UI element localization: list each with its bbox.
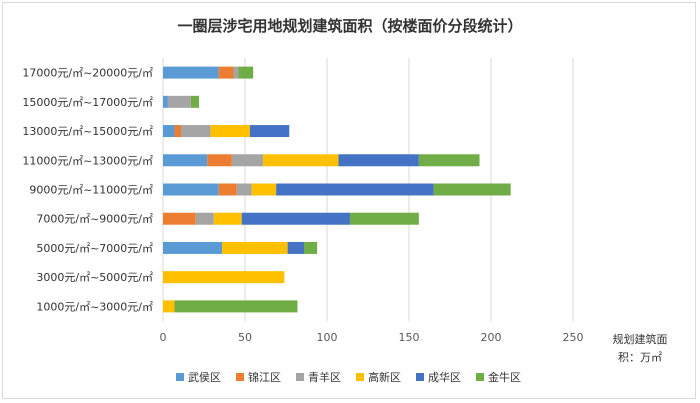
bar-segment (163, 271, 285, 284)
legend-swatch (356, 373, 364, 381)
bar-segment (251, 183, 277, 196)
y-tick-label: 11000元/㎡~13000元/㎡ (22, 154, 153, 167)
x-tick-label: 100 (317, 331, 338, 344)
legend-swatch (176, 373, 184, 381)
bar-segment (287, 241, 305, 254)
legend-swatch (296, 373, 304, 381)
y-tick-label: 9000元/㎡~11000元/㎡ (29, 184, 153, 197)
legend-swatch (416, 373, 424, 381)
legend-label: 锦江区 (248, 370, 281, 384)
x-axis-label: 规划建筑面 (613, 332, 668, 346)
bar-segment (163, 300, 175, 313)
y-tick-label: 13000元/㎡~15000元/㎡ (22, 125, 153, 138)
y-tick-label: 5000元/㎡~7000元/㎡ (36, 242, 153, 255)
bar-segment (181, 125, 211, 138)
bar-segment (207, 154, 232, 167)
bar-segment (238, 66, 254, 79)
bar-segment (433, 183, 511, 196)
chart-frame (2, 2, 696, 399)
legend-label: 武侯区 (188, 370, 221, 384)
x-tick-label: 250 (563, 331, 584, 344)
bar-segment (233, 66, 239, 79)
bar-segment (174, 300, 298, 313)
bar-segment (213, 212, 242, 225)
y-tick-label: 3000元/㎡~5000元/㎡ (36, 271, 153, 284)
x-tick-label: 200 (481, 331, 502, 344)
y-tick-label: 1000元/㎡~3000元/㎡ (36, 300, 153, 313)
x-tick-label: 50 (238, 331, 252, 344)
bar-segment (418, 154, 480, 167)
bar-segment (163, 66, 219, 79)
bar-segment (163, 125, 175, 138)
bar-segment (190, 95, 200, 108)
bar-segment (163, 154, 208, 167)
legend-label: 高新区 (368, 370, 401, 384)
bar-segment (163, 183, 219, 196)
bar-segment (218, 66, 234, 79)
bar-segment (222, 241, 288, 254)
y-tick-label: 15000元/㎡~17000元/㎡ (22, 96, 153, 109)
chart-title: 一圈层涉宅用地规划建筑面积（按楼面价分段统计） (177, 17, 522, 35)
bar-segment (163, 212, 196, 225)
bar-segment (338, 154, 419, 167)
bar-segment (210, 125, 250, 138)
legend-swatch (236, 373, 244, 381)
bar-segment (263, 154, 339, 167)
bar-segment (167, 95, 191, 108)
bar-segment (276, 183, 434, 196)
bar-segment (304, 241, 318, 254)
legend-label: 金牛区 (488, 370, 521, 384)
legend-label: 成华区 (428, 370, 461, 384)
y-tick-label: 7000元/㎡~9000元/㎡ (36, 213, 153, 226)
bar-segment (349, 212, 419, 225)
bar-segment (174, 125, 182, 138)
bar-segment (241, 212, 350, 225)
bar-segment (163, 241, 223, 254)
legend-swatch (476, 373, 484, 381)
bar-segment (195, 212, 214, 225)
bar-segment (231, 154, 264, 167)
bar-segment (163, 95, 168, 108)
x-axis-label-unit: 积：万㎡ (618, 351, 662, 364)
bar-segment (218, 183, 237, 196)
x-tick-label: 0 (160, 331, 167, 344)
x-tick-label: 150 (399, 331, 420, 344)
legend-label: 青羊区 (308, 370, 341, 384)
bar-segment (236, 183, 252, 196)
bar-segment (249, 125, 290, 138)
y-tick-label: 17000元/㎡~20000元/㎡ (22, 67, 153, 80)
